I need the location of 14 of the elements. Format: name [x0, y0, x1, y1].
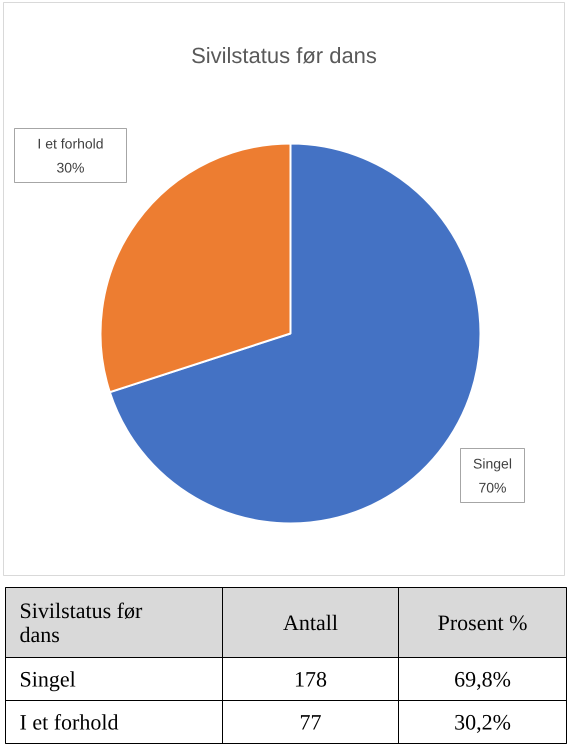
- slice-label: Singel: [473, 456, 512, 472]
- category-label: Singel: [20, 666, 76, 692]
- text: 77: [300, 710, 322, 734]
- text: 30,2%: [454, 710, 511, 734]
- text: Sivilstatus før dans: [20, 598, 144, 647]
- text: 178: [294, 666, 327, 692]
- data-label: 70%: [478, 480, 507, 496]
- text: Antall: [283, 610, 338, 635]
- chart-title: Sivilstatus før dans: [191, 43, 377, 68]
- text: 69,8%: [454, 666, 511, 692]
- slice-label: I et forhold: [37, 136, 104, 152]
- text: Prosent %: [438, 610, 528, 635]
- category-label: I et forhold: [20, 710, 118, 734]
- data-label: 30%: [56, 160, 85, 176]
